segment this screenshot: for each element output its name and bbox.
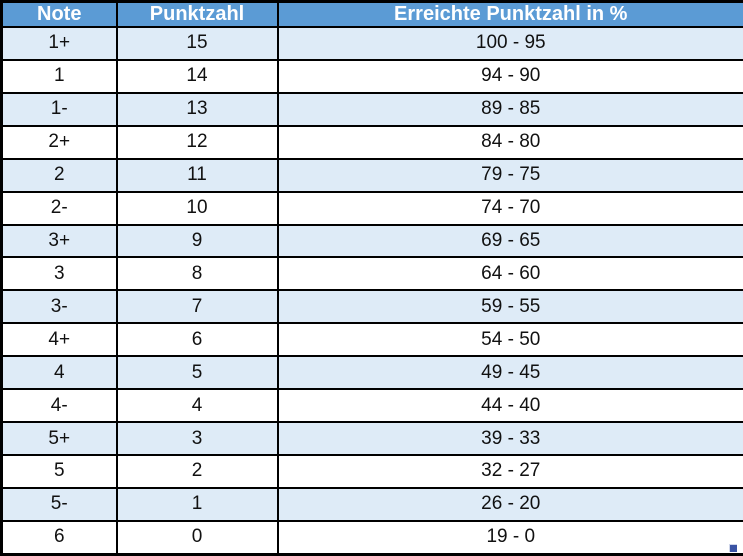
cell-punktzahl: 10 [115,190,279,226]
cell-punktzahl: 11 [115,157,279,193]
table-row: 3 8 64 - 60 [0,256,743,292]
cell-prozent: 89 - 85 [276,91,743,127]
cell-note: 3+ [0,223,118,259]
cell-note: 4- [0,388,118,424]
table-row: 1+ 15 100 - 95 [0,26,743,61]
table-row: 1- 13 89 - 85 [0,91,743,127]
table-row: 5- 1 26 - 20 [0,486,743,522]
cell-prozent: 26 - 20 [276,486,743,522]
table-row: 4 5 49 - 45 [0,355,743,391]
column-header-note: Note [0,0,118,28]
cell-punktzahl: 6 [115,322,279,358]
table-row: 6 0 19 - 0 [0,519,743,556]
cell-note: 5 [0,453,118,489]
cell-punktzahl: 8 [115,256,279,292]
header-row: Note Punktzahl Erreichte Punktzahl in % [0,0,743,28]
cell-prozent: 79 - 75 [276,157,743,193]
table-row: 2+ 12 84 - 80 [0,124,743,160]
cell-prozent: 100 - 95 [276,26,743,61]
cell-note: 5+ [0,421,118,456]
cell-punktzahl: 2 [115,453,279,489]
cell-note: 3- [0,289,118,325]
table-row: 3+ 9 69 - 65 [0,223,743,259]
cell-punktzahl: 5 [115,355,279,391]
cell-punktzahl: 7 [115,289,279,325]
cell-note: 1 [0,58,118,94]
cell-punktzahl: 13 [115,91,279,127]
column-header-punktzahl: Punktzahl [115,0,279,28]
cell-prozent: 19 - 0 [276,519,743,556]
cell-punktzahl: 1 [115,486,279,522]
column-header-prozent: Erreichte Punktzahl in % [276,0,743,28]
cell-note: 4+ [0,322,118,358]
table-row: 5 2 32 - 27 [0,453,743,489]
table-row: 4+ 6 54 - 50 [0,322,743,358]
cell-prozent: 69 - 65 [276,223,743,259]
table-row: 4- 4 44 - 40 [0,388,743,424]
cell-prozent: 32 - 27 [276,453,743,489]
table-body: 1+ 15 100 - 95 1 14 94 - 90 1- 13 89 - 8… [0,26,743,556]
cell-note: 1- [0,91,118,127]
cell-note: 2 [0,157,118,193]
cell-note: 5- [0,486,118,522]
cell-punktzahl: 15 [115,26,279,61]
cell-punktzahl: 3 [115,421,279,456]
cell-note: 2+ [0,124,118,160]
cell-punktzahl: 4 [115,388,279,424]
cell-prozent: 54 - 50 [276,322,743,358]
table-row: 2 11 79 - 75 [0,157,743,193]
cell-note: 2- [0,190,118,226]
cell-note: 3 [0,256,118,292]
cell-prozent: 49 - 45 [276,355,743,391]
cell-prozent: 94 - 90 [276,58,743,94]
cell-punktzahl: 0 [115,519,279,556]
table-row: 5+ 3 39 - 33 [0,421,743,456]
table-row: 3- 7 59 - 55 [0,289,743,325]
cell-punktzahl: 9 [115,223,279,259]
cell-prozent: 59 - 55 [276,289,743,325]
cell-prozent: 84 - 80 [276,124,743,160]
cell-note: 6 [0,519,118,556]
table-row: 1 14 94 - 90 [0,58,743,94]
cell-prozent: 64 - 60 [276,256,743,292]
cell-note: 1+ [0,26,118,61]
table-row: 2- 10 74 - 70 [0,190,743,226]
cell-prozent: 74 - 70 [276,190,743,226]
table-resize-handle-icon[interactable] [729,544,737,552]
cell-prozent: 39 - 33 [276,421,743,456]
cell-punktzahl: 12 [115,124,279,160]
cell-note: 4 [0,355,118,391]
cell-prozent: 44 - 40 [276,388,743,424]
cell-punktzahl: 14 [115,58,279,94]
